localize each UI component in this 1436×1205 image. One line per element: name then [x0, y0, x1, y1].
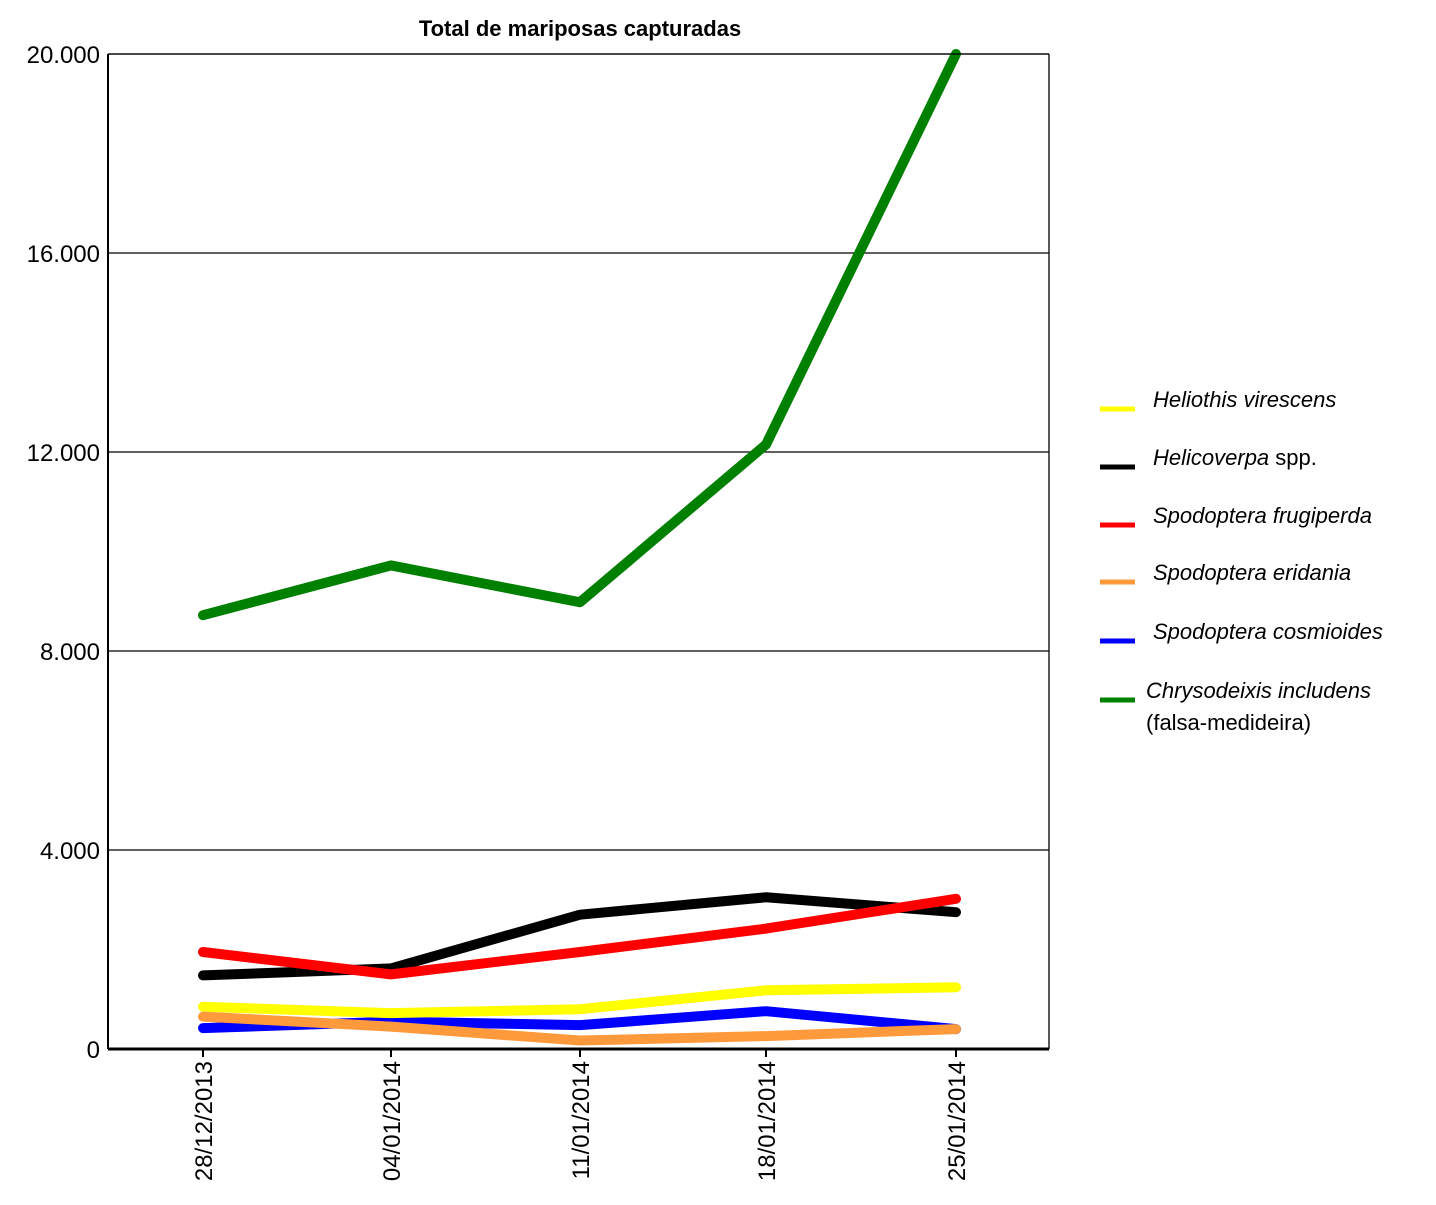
legend-label-line2: (falsa-medideira)	[1146, 710, 1311, 735]
series-line	[198, 1011, 961, 1046]
legend-label: Spodoptera cosmioides	[1153, 619, 1383, 644]
chart-title: Total de mariposas capturadas	[419, 16, 741, 41]
legend-label: Heliothis virescens	[1153, 387, 1336, 412]
x-tick-label: 04/01/2014	[379, 1061, 406, 1181]
x-tick-label: 18/01/2014	[754, 1061, 781, 1181]
legend-label: Spodoptera eridania	[1153, 560, 1351, 585]
y-tick-label: 20.000	[27, 42, 100, 69]
x-tick-label: 25/01/2014	[944, 1061, 971, 1181]
grid-lines	[108, 53, 1049, 851]
series-line	[198, 49, 961, 621]
legend: Heliothis virescens Helicoverpa spp. Spodo…	[1100, 387, 1383, 735]
y-tick-label: 4.000	[40, 838, 100, 865]
y-axis-ticks: 0 4.000 8.000 12.000 16.000 20.000	[27, 42, 100, 1064]
x-tick-label: 28/12/2013	[191, 1061, 218, 1181]
legend-label: Spodoptera frugiperda	[1153, 503, 1372, 528]
x-tick-label: 11/01/2014	[568, 1061, 595, 1179]
legend-label: Chrysodeixis includens	[1146, 678, 1371, 703]
axes	[107, 53, 1050, 1057]
y-tick-label: 0	[87, 1037, 100, 1064]
series-line	[198, 893, 961, 980]
x-axis-ticks: 28/12/2013 04/01/2014 11/01/2014 18/01/2014…	[191, 1061, 971, 1181]
y-tick-label: 12.000	[27, 440, 100, 467]
legend-label: Helicoverpa spp.	[1153, 445, 1317, 470]
y-tick-label: 8.000	[40, 639, 100, 666]
series-lines	[198, 49, 961, 1046]
y-tick-label: 16.000	[27, 241, 100, 268]
series-line	[198, 982, 961, 1019]
